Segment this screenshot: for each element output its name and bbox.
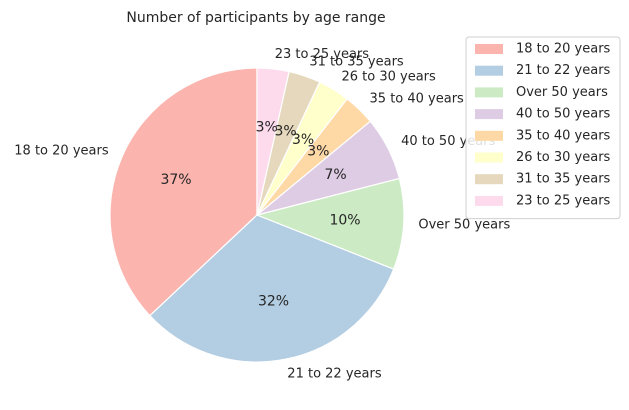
slice-label-over-50-years: Over 50 years xyxy=(418,218,510,233)
pie-slice-23-to-25-years xyxy=(256,67,290,216)
chart-title: Number of participants by age range xyxy=(126,10,385,26)
pct-label-over-50-years: 10% xyxy=(329,213,360,229)
slice-label-26-to-30-years: 26 to 30 years xyxy=(341,70,436,85)
legend-box xyxy=(465,36,621,220)
pie-slice-18-to-20-years xyxy=(109,67,258,317)
pie-slices xyxy=(109,67,405,363)
legend-label-35-to-40-years: 35 to 40 years xyxy=(516,128,611,143)
legend-swatch-31-to-35-years xyxy=(475,174,503,185)
pct-label-23-to-25-years: 3% xyxy=(256,119,278,135)
slice-label-21-to-22-years: 21 to 22 years xyxy=(287,366,382,381)
slice-label-31-to-35-years: 31 to 35 years xyxy=(309,55,404,70)
legend-label-40-to-50-years: 40 to 50 years xyxy=(516,107,611,122)
pie-slice-over-50-years xyxy=(255,177,405,270)
legend-label-31-to-35-years: 31 to 35 years xyxy=(516,172,611,187)
legend-swatch-18-to-20-years xyxy=(475,44,503,54)
legend-swatch-23-to-25-years xyxy=(475,195,503,206)
legend-label-21-to-22-years: 21 to 22 years xyxy=(516,63,611,78)
slice-category-labels: 18 to 20 years 21 to 22 years Over 50 year… xyxy=(14,47,510,382)
legend-label-over-50-years: Over 50 years xyxy=(516,85,608,100)
legend-swatch-over-50-years xyxy=(475,87,503,98)
pie-slice-21-to-22-years xyxy=(148,214,395,363)
legend-swatch-40-to-50-years xyxy=(475,109,503,120)
pct-label-35-to-40-years: 3% xyxy=(307,144,329,160)
pct-label-21-to-22-years: 32% xyxy=(258,294,289,310)
percentage-labels: 37%32%10%7%3%3%3%3% xyxy=(160,119,360,309)
slice-label-23-to-25-years: 23 to 25 years xyxy=(275,47,370,62)
legend-label-26-to-30-years: 26 to 30 years xyxy=(516,150,611,165)
legend-swatch-21-to-22-years xyxy=(475,65,503,76)
pct-label-31-to-35-years: 3% xyxy=(274,124,296,140)
legend: 18 to 20 years 21 to 22 years Over 50 year… xyxy=(465,36,621,220)
legend-label-23-to-25-years: 23 to 25 years xyxy=(516,193,611,208)
pct-label-26-to-30-years: 3% xyxy=(292,132,314,148)
pct-label-40-to-50-years: 7% xyxy=(324,167,346,183)
legend-swatch-35-to-40-years xyxy=(475,130,503,141)
slice-label-35-to-40-years: 35 to 40 years xyxy=(370,91,465,106)
pct-label-18-to-20-years: 37% xyxy=(160,172,191,188)
legend-swatch-26-to-30-years xyxy=(475,152,503,163)
slice-label-18-to-20-years: 18 to 20 years xyxy=(14,143,109,158)
legend-label-18-to-20-years: 18 to 20 years xyxy=(516,42,611,57)
